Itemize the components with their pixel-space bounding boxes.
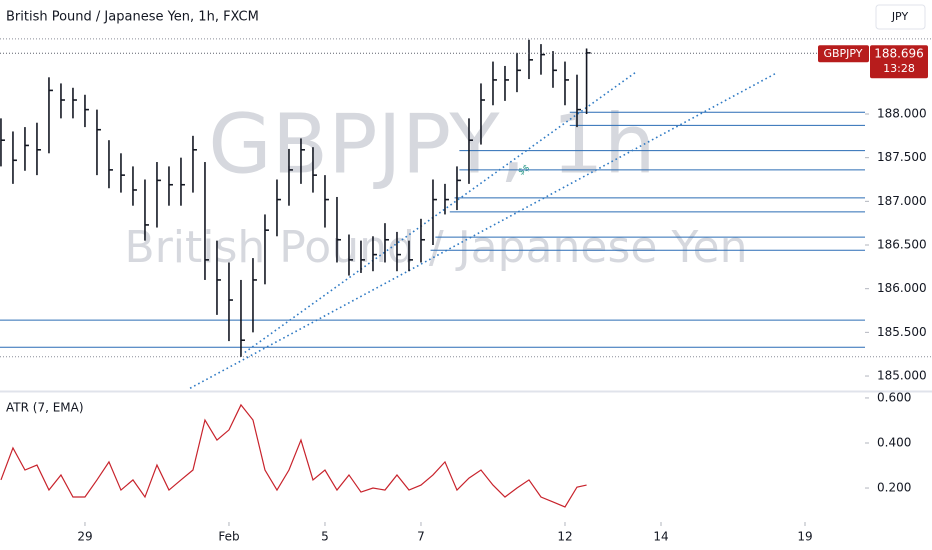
- indicator-title: ATR (7, EMA): [6, 401, 84, 415]
- symbol-label-box: [818, 45, 869, 63]
- chart-title: British Pound / Japanese Yen, 1h, FXCM: [6, 10, 259, 25]
- watermark-symbol: GBPJPY, 1h: [208, 97, 655, 192]
- indicator-line: [0, 403, 587, 508]
- currency-button[interactable]: [875, 4, 926, 30]
- y-tick-label: 188.000: [877, 106, 927, 120]
- x-tick-label: 5: [321, 530, 329, 544]
- currency-label[interactable]: JPY: [891, 10, 909, 23]
- x-tick-label: Feb: [218, 530, 239, 544]
- y-tick-label: 187.000: [877, 194, 927, 208]
- x-tick-label: 7: [417, 530, 425, 544]
- y-tick-label: 186.000: [877, 281, 927, 295]
- countdown-label: 13:28: [883, 62, 915, 75]
- last-price-label: 188.696: [874, 47, 924, 61]
- y-tick-label: 185.500: [877, 325, 927, 339]
- x-tick-label: 12: [557, 530, 572, 544]
- price-label-box: [870, 45, 928, 79]
- y-tick-label: 0.600: [877, 390, 911, 404]
- trend-line: [189, 73, 776, 389]
- y-tick-label: 0.200: [877, 481, 911, 495]
- y-tick-label: 187.500: [877, 150, 927, 164]
- trend-line: [244, 71, 637, 354]
- symbol-label: GBPJPY: [823, 47, 862, 60]
- y-tick-label: 0.400: [877, 435, 911, 449]
- y-tick-label: 186.500: [877, 238, 927, 252]
- x-tick-label: 14: [653, 530, 668, 544]
- y-tick-label: 185.000: [877, 369, 927, 383]
- watermark-description: British Pound / Japanese Yen: [125, 222, 748, 273]
- x-tick-label: 19: [797, 530, 812, 544]
- x-tick-label: 29: [77, 530, 92, 544]
